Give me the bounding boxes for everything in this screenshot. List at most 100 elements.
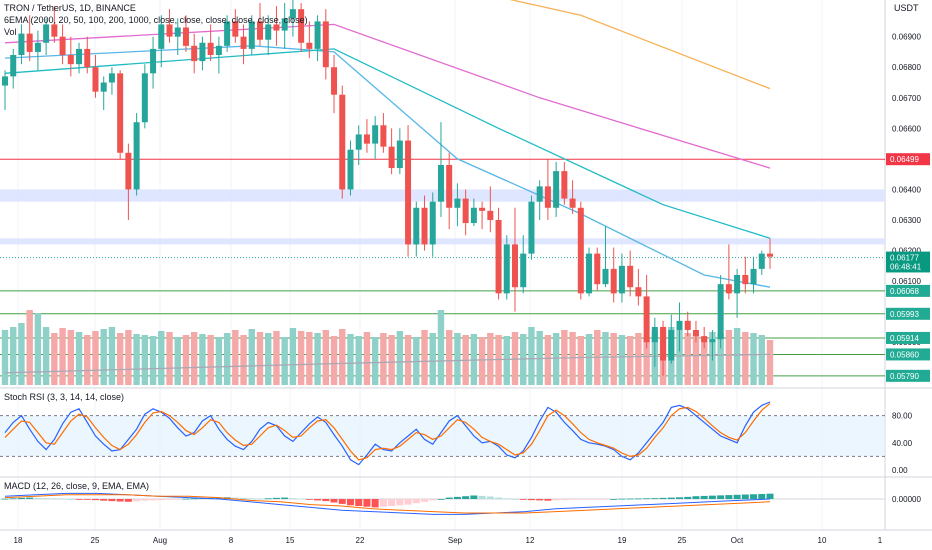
volume-bar — [635, 333, 642, 385]
macd-histogram-bar — [256, 498, 264, 500]
volume-bar — [380, 333, 387, 385]
candle-body — [207, 42, 214, 55]
time-tick-label: 25 — [678, 536, 687, 545]
candle-body — [248, 21, 255, 49]
macd-histogram-bar — [371, 499, 379, 508]
volume-bar — [133, 334, 140, 385]
volume-bar — [602, 332, 609, 385]
volume-bar — [166, 332, 173, 385]
macd-histogram-bar — [676, 497, 684, 499]
price-tag-label: 0.06177 — [890, 254, 919, 263]
macd-legend[interactable]: MACD (12, 26, close, 9, EMA, EMA) — [4, 481, 150, 491]
candle-body — [76, 48, 83, 65]
price-tick-label: 0.06900 — [892, 33, 921, 42]
candle-body — [281, 18, 288, 31]
volume-bar — [404, 335, 412, 385]
volume-bar — [92, 331, 99, 385]
volume-bar — [577, 336, 585, 385]
volume-legend[interactable]: Vol — [4, 27, 17, 37]
macd-histogram-bar — [651, 498, 659, 499]
candle-body — [413, 207, 420, 245]
volume-bar — [215, 337, 223, 385]
macd-histogram-bar — [404, 499, 412, 505]
volume-bar — [585, 334, 593, 385]
macd-histogram-bar — [50, 498, 58, 500]
candle-body — [446, 165, 453, 208]
price-tag-label: 0.06068 — [890, 287, 919, 296]
candle-body — [125, 152, 132, 190]
ema50-line — [4, 48, 771, 239]
symbol-legend[interactable]: TRON / TetherUS, 1D, BINANCE — [4, 3, 136, 13]
candle-body — [51, 24, 58, 37]
candle-body — [610, 268, 617, 294]
candle-body — [421, 207, 428, 245]
ema-legend[interactable]: 6EMA (2000, 20, 50, 100, 200, 1000, clos… — [4, 15, 308, 25]
time-tick-label: 10 — [818, 536, 827, 545]
macd-histogram-bar — [388, 499, 396, 506]
candle-body — [454, 198, 461, 208]
price-tag-label: 0.06499 — [890, 155, 919, 164]
candle-body — [594, 253, 601, 285]
candle-body — [388, 146, 395, 169]
candle-body — [742, 275, 749, 285]
candle-body — [396, 140, 403, 169]
macd-histogram-bar — [42, 498, 50, 499]
candle-body — [347, 149, 354, 190]
stoch-legend[interactable]: Stoch RSI (3, 3, 14, 14, close) — [4, 392, 125, 402]
stoch-tick-label: 0.00 — [892, 466, 908, 475]
candle-body — [701, 336, 708, 343]
time-tick-label: 15 — [286, 536, 295, 545]
price-tag-label: 06:48:41 — [890, 262, 922, 271]
volume-bar — [223, 333, 231, 385]
volume-bar — [281, 337, 288, 385]
candle-body — [166, 24, 173, 37]
macd-histogram-bar — [758, 493, 766, 499]
macd-histogram-bar — [610, 499, 618, 500]
macd-histogram-bar — [34, 497, 42, 499]
price-tick-label: 0.06200 — [892, 247, 921, 256]
candle-body — [191, 45, 198, 62]
volume-bar — [116, 333, 124, 385]
price-tick-label: 0.06700 — [892, 94, 921, 103]
price-tag-box — [886, 331, 930, 344]
candle-body — [470, 207, 477, 224]
candle-body — [734, 275, 741, 294]
macd-histogram-bar — [281, 497, 289, 499]
macd-histogram-bar — [240, 497, 248, 499]
macd-histogram-bar — [569, 499, 577, 500]
macd-histogram-bar — [272, 497, 280, 499]
macd-histogram-bar — [67, 499, 75, 500]
macd-histogram-bar — [478, 495, 486, 499]
macd-histogram-bar — [248, 498, 256, 500]
time-tick-label: 22 — [356, 536, 365, 545]
candles — [2, 0, 773, 376]
candle-body — [462, 198, 469, 224]
candle-body — [158, 24, 165, 49]
candle-body — [215, 45, 222, 55]
volume-bar — [355, 336, 362, 385]
volume-bar — [742, 332, 749, 385]
volume-bar — [248, 329, 255, 385]
macd-histogram-bar — [659, 497, 667, 499]
volume-bar — [454, 333, 461, 385]
volume-bar — [256, 332, 264, 385]
volume-bar — [1, 330, 9, 385]
candle-body — [725, 284, 732, 294]
macd-histogram-bar — [708, 495, 716, 499]
stoch_k-line — [4, 401, 771, 466]
volume-bar — [733, 328, 741, 385]
volume-bars — [1, 310, 774, 385]
volume-bar — [26, 310, 33, 385]
volume-bar — [141, 335, 149, 385]
candle-body — [635, 287, 642, 297]
volume-bar — [190, 332, 198, 385]
volume-bar — [174, 337, 181, 385]
macd-histogram-bar — [231, 497, 239, 499]
macd-histogram-bar — [437, 499, 445, 500]
time-tick-label: 12 — [526, 536, 535, 545]
price-tick-label: 0.06300 — [892, 216, 921, 225]
macd-histogram-bar — [560, 499, 568, 501]
macd-histogram-bar — [618, 498, 626, 500]
candle-body — [512, 244, 518, 288]
